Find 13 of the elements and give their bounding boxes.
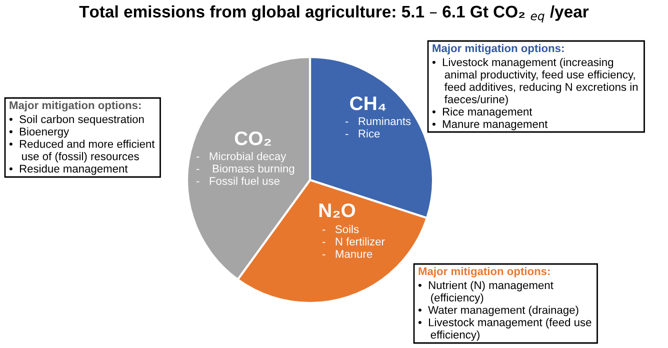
text: Major mitigation options: xyxy=(418,267,550,278)
text: Major mitigation options: xyxy=(432,44,564,54)
text: - Microbial decay - Biomass burning - Fossil fuel use xyxy=(196,152,294,185)
slice-label: CH₄ xyxy=(350,96,386,111)
text: Major mitigation options: xyxy=(10,101,141,112)
text: - Ruminants - Rice xyxy=(345,117,411,138)
text: • Nutrient (N) management (efficiency) • Water management (drainage) • Livestock management (feed use efficiency) xyxy=(418,281,592,341)
slice-label: N₂O xyxy=(319,203,356,218)
text: • Soil carbon sequestration • Bioenergy • Reduced and more efficient use of (fossil) resources • Residue management xyxy=(9,115,155,175)
text: - Soils - N fertilizer - Manure xyxy=(322,225,385,258)
slice-label: CO₂ xyxy=(234,131,271,146)
chart-title: Total emissions from global agriculture: 5.1 – 6.1 Gt CO₂ $_{eq}$ /year xyxy=(79,5,589,23)
text: • Livestock management (increasing animal productivity, feed use efficiency, feed additives, reducing N excretions in faeces/urine) • Rice management • Manure management xyxy=(432,58,638,130)
